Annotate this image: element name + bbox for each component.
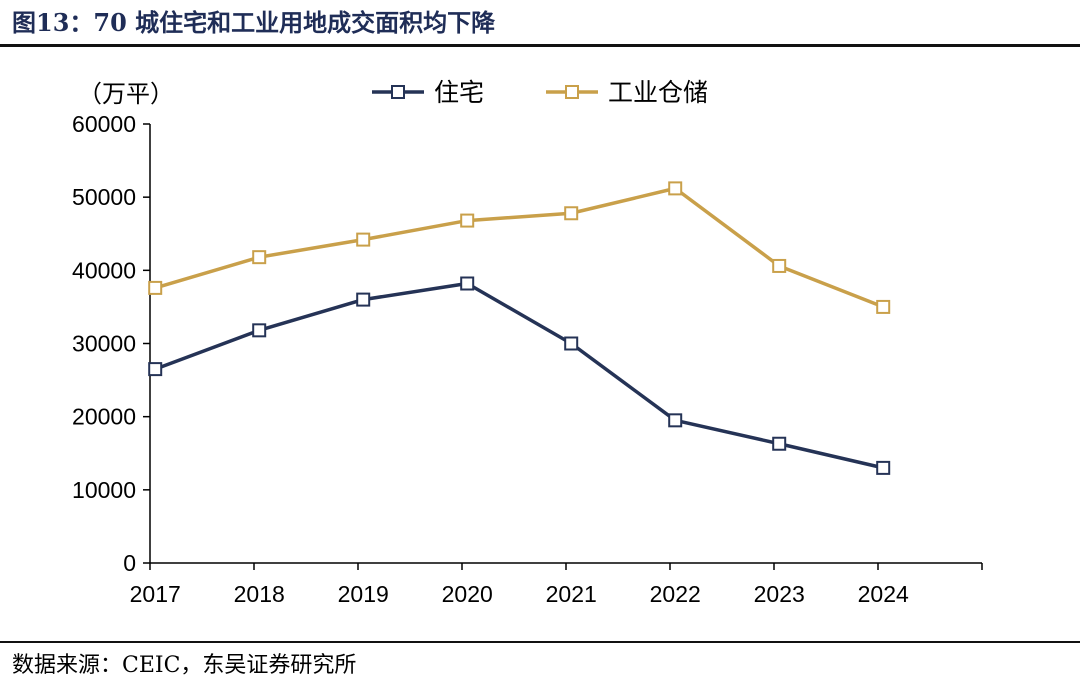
source-note: 数据来源：CEIC，东吴证券研究所	[12, 653, 357, 678]
x-tick-label: 2020	[442, 581, 493, 607]
series-line-2	[154, 186, 884, 309]
bottom-rule	[0, 641, 1080, 643]
y-tick-label: 20000	[72, 404, 136, 430]
data-point	[252, 250, 267, 265]
x-tick-label: 2024	[858, 581, 909, 607]
data-point	[772, 258, 787, 273]
data-point	[356, 232, 371, 247]
legend-swatch-marker	[565, 85, 579, 99]
x-tick-label: 2017	[130, 581, 181, 607]
y-tick-label: 60000	[72, 111, 136, 137]
legend-label: 工业仓储	[608, 79, 708, 107]
legend-label: 住宅	[434, 79, 484, 107]
figure-title: 图13：70 城住宅和工业用地成交面积均下降	[12, 8, 496, 37]
data-point	[356, 292, 371, 307]
data-point	[876, 299, 891, 314]
x-tick-label: 2023	[754, 581, 805, 607]
y-tick-label: 10000	[72, 477, 136, 503]
data-point	[252, 323, 267, 338]
data-point	[668, 181, 683, 196]
y-tick-label: 50000	[72, 184, 136, 210]
data-point	[668, 413, 683, 428]
x-tick-label: 2019	[338, 581, 389, 607]
series-line-1	[154, 281, 884, 470]
data-point	[460, 213, 475, 228]
x-tick-label: 2021	[546, 581, 597, 607]
data-point	[876, 460, 891, 475]
data-point	[564, 206, 579, 221]
y-tick-label: 30000	[72, 331, 136, 357]
top-rule	[0, 44, 1080, 47]
data-point	[148, 280, 163, 295]
data-point	[564, 336, 579, 351]
line-chart: 0 10000 20000 30000 40000 50000 60000 2017 2018 2…	[72, 79, 983, 607]
x-tick-label: 2022	[650, 581, 701, 607]
data-point	[460, 276, 475, 291]
data-point	[148, 362, 163, 377]
x-tick-label: 2018	[234, 581, 285, 607]
y-tick-label: 40000	[72, 257, 136, 283]
series-layer	[148, 181, 891, 475]
legend-swatch-marker	[391, 85, 405, 99]
data-point	[772, 436, 787, 451]
axes: 0 10000 20000 30000 40000 50000 60000 2017 2018 2…	[72, 111, 983, 607]
unit-label: （万平）	[78, 81, 174, 108]
y-tick-label: 0	[123, 550, 136, 576]
legend: 住宅 工业仓储	[372, 79, 708, 107]
